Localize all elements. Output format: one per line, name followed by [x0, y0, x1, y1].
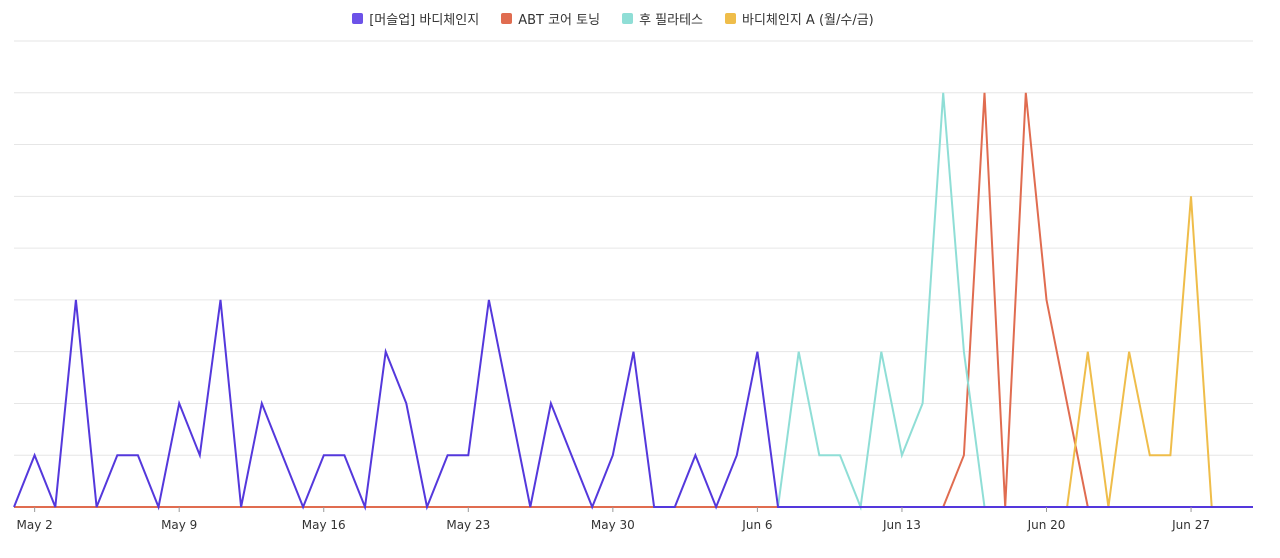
legend-swatch-series-1	[352, 13, 364, 24]
legend-item-series-4[interactable]: 바디체인지 A (월/수/금)	[725, 9, 874, 28]
legend-swatch-series-3	[622, 13, 634, 24]
legend-item-series-1[interactable]: [머슬업] 바디체인지	[352, 9, 479, 28]
legend-label-series-1: [머슬업] 바디체인지	[369, 13, 480, 28]
legend-swatch-series-4	[725, 13, 736, 24]
x-tick-label: Jun 20	[1027, 518, 1066, 532]
legend-label-series-2: ABT 코어 토닝	[518, 13, 601, 28]
x-tick-label: Jun 6	[741, 518, 772, 532]
x-tick-label: May 16	[302, 518, 346, 532]
x-tick-label: May 2	[17, 518, 53, 532]
legend-item-series-3[interactable]: 후 필라테스	[622, 9, 703, 28]
x-tick-label: May 30	[591, 518, 635, 532]
x-tick-label: May 23	[446, 518, 490, 532]
chart-legend: [머슬업] 바디체인지 ABT 코어 토닝 후 필라테스 바디체인지 A (월/…	[0, 9, 1226, 28]
x-tick-label: Jun 27	[1171, 518, 1210, 532]
legend-label-series-4: 바디체인지 A (월/수/금)	[742, 13, 874, 28]
legend-item-series-2[interactable]: ABT 코어 토닝	[501, 9, 600, 28]
legend-swatch-series-2	[501, 13, 513, 24]
series-line-4[interactable]	[1066, 196, 1213, 508]
series-line-3[interactable]	[777, 92, 986, 511]
x-tick-label: May 9	[161, 518, 197, 532]
legend-label-series-3: 후 필라테스	[639, 13, 703, 28]
x-tick-label: Jun 13	[882, 518, 921, 532]
